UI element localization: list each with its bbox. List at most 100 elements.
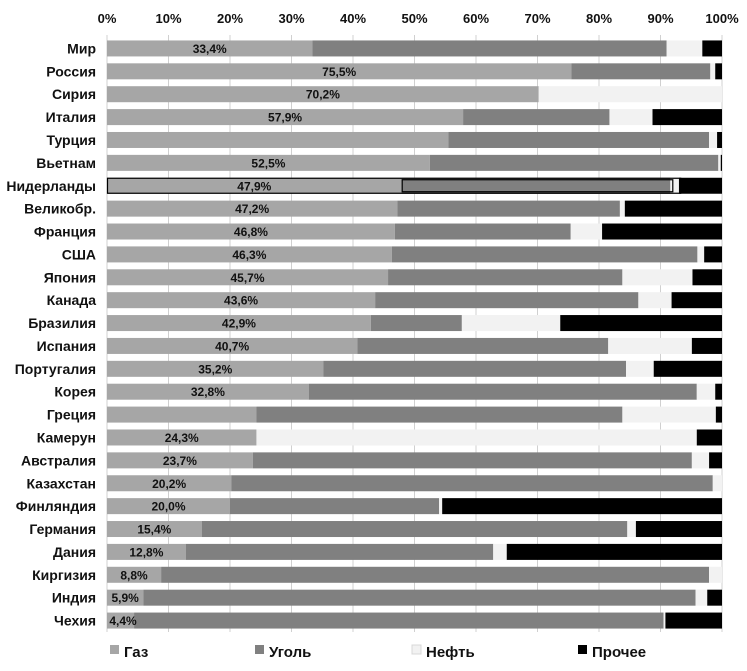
bar-segment-2: [709, 566, 722, 583]
bar-segment-1: [401, 177, 671, 194]
data-label: 70,2%: [306, 88, 340, 102]
bar-segment-2: [570, 223, 603, 240]
data-label: 45,7%: [231, 271, 265, 285]
bar-segment-0: [107, 223, 395, 240]
bar-segment-2: [663, 612, 666, 629]
data-label: 42,9%: [222, 317, 256, 331]
bar-segment-1: [391, 246, 698, 263]
bar-segment-3: [678, 177, 722, 194]
data-label: 33,4%: [193, 42, 227, 56]
category-label: Корея: [54, 384, 96, 400]
bar-segment-3: [691, 337, 722, 354]
bar-segment-0: [107, 589, 144, 606]
data-label: 15,4%: [137, 523, 171, 537]
bar-segment-2: [696, 383, 716, 400]
category-label: Испания: [37, 338, 96, 354]
bar-segment-0: [107, 360, 324, 377]
data-label: 24,3%: [165, 431, 199, 445]
x-tick-label: 60%: [463, 11, 489, 26]
category-label: Нидерланды: [6, 178, 96, 194]
bar-segment-0: [107, 406, 257, 423]
bar-segment-2: [666, 40, 703, 57]
bar-segment-3: [506, 543, 722, 560]
bar-segment-3: [709, 452, 722, 469]
data-label: 5,9%: [111, 591, 139, 605]
bar-segment-0: [107, 383, 309, 400]
x-tick-label: 40%: [340, 11, 366, 26]
data-label: 52,5%: [251, 156, 285, 170]
data-label: 46,8%: [234, 225, 268, 239]
bar-segment-2: [608, 337, 692, 354]
x-tick-label: 70%: [524, 11, 550, 26]
data-label: 20,0%: [151, 500, 185, 514]
bar-segment-3: [560, 315, 722, 332]
data-label: 12,8%: [129, 545, 163, 559]
bar-segment-1: [231, 475, 713, 492]
bar-segment-3: [665, 612, 722, 629]
bar-segment-2: [461, 315, 561, 332]
x-tick-label: 10%: [155, 11, 181, 26]
category-label: Киргизия: [32, 567, 96, 583]
legend-label: Прочее: [592, 644, 646, 661]
category-label: Сирия: [52, 86, 96, 102]
bar-segment-3: [442, 498, 722, 515]
category-label: Дания: [53, 544, 96, 560]
bar-segment-2: [609, 109, 653, 126]
bar-segment-3: [715, 63, 722, 80]
bar-segment-2: [710, 63, 716, 80]
category-label: Чехия: [54, 613, 96, 629]
bar-segment-3: [715, 383, 722, 400]
bar-segment-0: [107, 86, 539, 103]
x-tick-label: 50%: [401, 11, 427, 26]
bar-segment-0: [107, 429, 257, 446]
bar-segment-3: [653, 360, 722, 377]
data-label: 75,5%: [322, 65, 356, 79]
category-label: Мир: [67, 40, 96, 56]
bar-segment-0: [107, 337, 358, 354]
bar-segment-0: [107, 177, 402, 194]
category-label: Россия: [46, 63, 96, 79]
x-tick-label: 100%: [705, 11, 739, 26]
category-label: Индия: [52, 590, 96, 606]
bar-segment-0: [107, 566, 162, 583]
category-label: Япония: [44, 269, 96, 285]
data-label: 43,6%: [224, 294, 258, 308]
bar-segment-1: [161, 566, 710, 583]
bar-segment-3: [717, 131, 722, 148]
bar-segment-3: [692, 269, 722, 286]
x-tick-label: 90%: [647, 11, 673, 26]
bar-segment-0: [107, 498, 230, 515]
bar-segment-1: [252, 452, 692, 469]
bar-segment-0: [107, 612, 135, 629]
bar-segment-2: [493, 543, 507, 560]
legend-label: Уголь: [269, 644, 311, 661]
x-tick-label: 0%: [98, 11, 117, 26]
bar-segment-0: [107, 269, 389, 286]
bar-segment-2: [695, 589, 708, 606]
bar-segment-2: [538, 86, 722, 103]
category-label: Франция: [34, 224, 96, 240]
category-label: Греция: [47, 407, 96, 423]
category-label: Австралия: [21, 452, 96, 468]
bar-segment-0: [107, 315, 371, 332]
bar-segment-2: [709, 131, 718, 148]
legend-swatch: [411, 644, 422, 655]
bar-segment-3: [635, 521, 722, 538]
bar-segment-1: [429, 154, 719, 171]
bar-segment-0: [107, 200, 398, 217]
data-label: 32,8%: [191, 385, 225, 399]
bar-segment-3: [704, 246, 722, 263]
data-label: 8,8%: [120, 568, 148, 582]
bar-segment-2: [712, 475, 722, 492]
bar-segment-2: [626, 360, 654, 377]
bar-segment-0: [107, 131, 449, 148]
bar-segment-2: [670, 177, 679, 194]
bar-segment-3: [707, 589, 722, 606]
bar-segment-1: [357, 337, 609, 354]
highlight-frame: [106, 177, 682, 194]
bar-segment-0: [107, 521, 202, 538]
category-label: Турция: [46, 132, 96, 148]
category-label: Камерун: [37, 429, 96, 445]
bar-segment-2: [622, 269, 693, 286]
data-label: 47,9%: [237, 179, 271, 193]
